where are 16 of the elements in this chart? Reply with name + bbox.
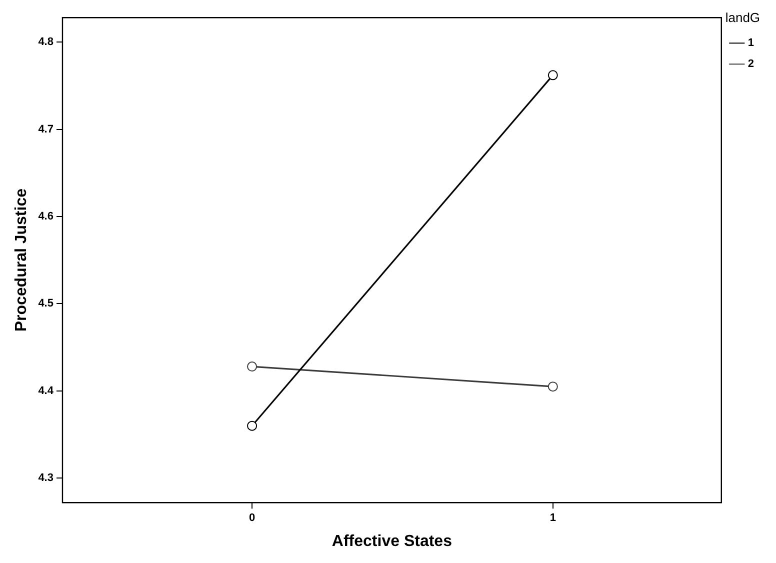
point — [548, 382, 558, 392]
y-axis-title: Procedural Justice — [13, 188, 30, 332]
y-tick-label: 4.7 — [38, 123, 54, 136]
legend-label: 1 — [748, 37, 754, 50]
legend-title: landG — [725, 10, 760, 26]
y-tick-label: 4.8 — [38, 36, 54, 48]
legend-label: 2 — [748, 58, 754, 70]
point — [548, 70, 558, 80]
y-tick-label: 4.4 — [38, 384, 54, 397]
x-tick-label: 0 — [248, 512, 256, 524]
point — [247, 362, 258, 372]
y-tick-label: 4.3 — [38, 472, 54, 484]
y-tick-label: 4.6 — [38, 210, 54, 223]
y-tick-label: 4.5 — [38, 298, 54, 310]
x-axis-title: Affective States — [332, 532, 452, 550]
point — [247, 420, 258, 431]
